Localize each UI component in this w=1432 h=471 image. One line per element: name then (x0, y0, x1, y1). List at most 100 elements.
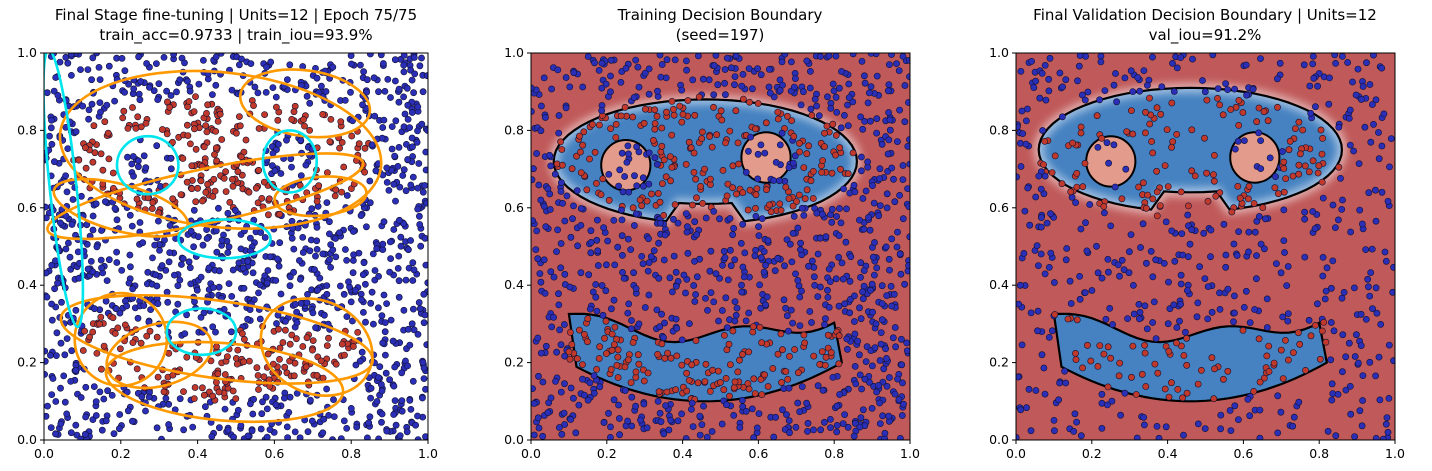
data-point-outside (696, 412, 704, 420)
data-point-inside (82, 144, 89, 152)
data-point-outside (628, 317, 635, 324)
data-point-outside (231, 206, 239, 214)
data-point-outside (395, 277, 403, 285)
panel-1-frame (43, 52, 429, 441)
data-point-outside (158, 262, 166, 269)
data-point-outside (44, 371, 48, 378)
data-point-inside (163, 130, 171, 138)
data-point-outside (1134, 74, 1142, 81)
data-point-outside (715, 317, 722, 325)
data-point-outside (651, 154, 659, 162)
data-point-outside (861, 72, 868, 80)
data-point-outside (1346, 106, 1354, 114)
data-point-outside (905, 203, 910, 210)
data-point-inside (1250, 200, 1258, 207)
data-point-inside (325, 334, 332, 342)
data-point-inside (274, 116, 282, 124)
data-point-outside (57, 339, 65, 347)
data-point-outside (395, 143, 403, 151)
data-point-outside (758, 215, 766, 222)
data-point-inside (795, 369, 802, 377)
data-point-outside (532, 246, 540, 253)
data-point-inside (785, 195, 793, 202)
data-point-inside (611, 323, 619, 331)
data-point-inside (1236, 194, 1244, 202)
data-point-inside (749, 323, 757, 330)
data-point-outside (865, 89, 873, 97)
data-point-outside (184, 77, 191, 85)
hidden-unit-ellipse-orange (46, 152, 365, 241)
data-point-outside (367, 384, 375, 392)
data-point-inside (255, 125, 263, 132)
data-point-outside (851, 292, 858, 300)
data-point-outside (757, 254, 765, 262)
data-point-outside (867, 83, 875, 91)
hidden-unit-ellipse-orange (238, 68, 372, 139)
data-point-inside (209, 392, 217, 400)
data-point-outside (329, 63, 337, 71)
data-point-outside (273, 255, 281, 263)
data-point-outside (387, 316, 395, 324)
data-point-outside (1106, 304, 1114, 312)
data-point-outside (89, 226, 97, 234)
data-point-outside (377, 53, 385, 59)
data-point-outside (755, 223, 762, 230)
panel-3: Final Validation Decision Boundary | Uni… (989, 6, 1405, 461)
data-point-outside (1222, 251, 1230, 259)
data-point-inside (302, 363, 310, 371)
data-point-outside (1356, 407, 1364, 415)
data-point-outside (1381, 248, 1389, 256)
data-point-outside (869, 362, 876, 370)
data-point-outside (53, 352, 60, 359)
data-point-outside (574, 242, 581, 250)
data-point-outside (1017, 68, 1025, 75)
data-point-outside (1067, 300, 1075, 307)
data-point-inside (1178, 342, 1185, 350)
data-point-inside (1146, 120, 1154, 128)
data-point-outside (864, 158, 871, 166)
data-point-outside (1081, 289, 1089, 296)
data-point-outside (1102, 315, 1110, 323)
data-point-outside (1108, 397, 1116, 405)
data-point-inside (188, 185, 196, 193)
data-point-outside (869, 308, 876, 316)
data-point-outside (702, 294, 709, 302)
data-point-outside (836, 391, 843, 398)
data-point-inside (1318, 178, 1326, 186)
data-point-inside (221, 371, 229, 378)
data-point-outside (1127, 231, 1135, 238)
data-point-outside (857, 273, 864, 281)
data-point-outside (670, 252, 678, 260)
data-point-outside (562, 74, 570, 81)
data-point-inside (1183, 361, 1191, 369)
data-point-outside (1242, 61, 1250, 69)
data-point-outside (899, 162, 907, 169)
data-point-inside (691, 111, 699, 119)
data-point-outside (619, 251, 626, 259)
data-point-inside (816, 360, 824, 368)
data-point-outside (1125, 269, 1133, 277)
data-point-outside (89, 212, 97, 220)
data-point-outside (598, 282, 606, 289)
data-point-outside (885, 136, 893, 144)
data-point-inside (777, 206, 785, 214)
data-point-outside (693, 231, 700, 239)
data-point-outside (1217, 411, 1225, 419)
data-point-inside (745, 385, 753, 393)
data-point-outside (854, 337, 862, 345)
data-point-inside (190, 395, 198, 402)
data-point-outside (130, 85, 138, 93)
data-point-outside (892, 343, 899, 351)
panel-3-ticks: 0.0 0.2 0.4 0.6 0.8 1.00.00.20.40.60.81.0 (989, 45, 1405, 461)
data-point-inside (91, 149, 99, 157)
data-point-inside (824, 331, 832, 339)
data-point-inside (276, 210, 284, 218)
data-point-outside (105, 256, 113, 264)
data-point-outside (254, 89, 262, 97)
panel-2-decision-map (531, 53, 910, 440)
data-point-outside (1365, 283, 1372, 291)
data-point-outside (531, 385, 536, 392)
data-point-outside (312, 252, 319, 260)
data-point-outside (116, 411, 124, 418)
data-point-outside (121, 67, 129, 75)
